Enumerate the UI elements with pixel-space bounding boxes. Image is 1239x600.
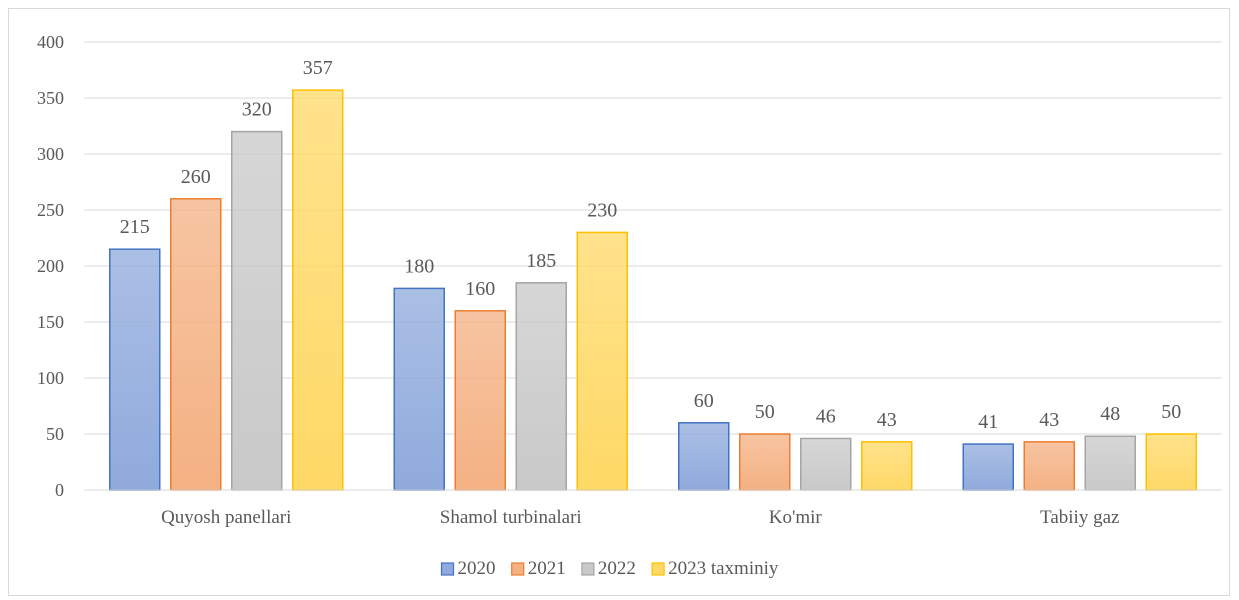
bar [454, 310, 506, 491]
x-tick-label: Tabiiy gaz [1040, 507, 1119, 528]
y-tick-label: 50 [46, 424, 64, 444]
data-label: 160 [465, 278, 495, 300]
data-label: 230 [587, 199, 617, 221]
bar [800, 437, 852, 491]
data-label: 60 [694, 390, 714, 412]
data-labels: 215 260 320 357 180 160 185 230 60 50 46 43 41 43 48 50 [120, 57, 1182, 433]
y-tick-label: 250 [37, 200, 64, 220]
legend-swatch [651, 562, 665, 576]
y-tick-label: 300 [37, 144, 64, 164]
data-label: 41 [978, 411, 998, 433]
y-tick-label: 150 [37, 312, 64, 332]
data-label: 50 [1161, 401, 1181, 423]
legend-swatch [581, 562, 595, 576]
legend-swatch [511, 562, 525, 576]
bar [292, 89, 344, 491]
data-label: 48 [1100, 403, 1120, 425]
bar [1084, 435, 1136, 491]
bar [739, 433, 791, 491]
bars [109, 89, 1197, 491]
y-tick-label: 350 [37, 88, 64, 108]
bar [962, 443, 1014, 491]
legend-label: 2023 taxminiy [668, 558, 779, 579]
x-tick-label: Shamol turbinalari [440, 507, 582, 528]
legend-label: 2021 [528, 558, 566, 579]
legend: 2020 2021 2022 2023 taxminiy [440, 558, 779, 579]
data-label: 320 [242, 99, 272, 121]
x-axis: Quyosh panellari Shamol turbinalari Ko'mir… [84, 489, 1222, 528]
y-tick-label: 200 [37, 256, 64, 276]
x-tick-label: Ko'mir [769, 507, 823, 528]
bar [515, 282, 567, 491]
data-label: 43 [1039, 409, 1059, 431]
data-label: 357 [303, 57, 333, 79]
bar [109, 248, 161, 491]
bar [576, 231, 628, 491]
x-tick-label: Quyosh panellari [161, 507, 291, 528]
y-axis: 0 50 100 150 200 250 300 350 400 [37, 32, 64, 500]
data-label: 215 [120, 216, 150, 238]
chart-frame: 0 50 100 150 200 250 300 350 400 215 260 320 357 180… [8, 8, 1230, 596]
bar [170, 198, 222, 491]
data-label: 185 [526, 250, 556, 272]
bar [393, 287, 445, 491]
data-label: 46 [816, 405, 836, 427]
bar [861, 441, 913, 491]
legend-label: 2022 [598, 558, 636, 579]
data-label: 50 [755, 401, 775, 423]
bar-chart: 0 50 100 150 200 250 300 350 400 215 260 320 357 180… [37, 32, 1222, 579]
legend-label: 2020 [458, 558, 496, 579]
y-tick-label: 400 [37, 32, 64, 52]
bar [1145, 433, 1197, 491]
data-label: 260 [181, 166, 211, 188]
legend-swatch [440, 562, 455, 576]
y-tick-label: 100 [37, 368, 64, 388]
y-tick-label: 0 [55, 480, 64, 500]
bar [231, 130, 283, 491]
data-label: 180 [404, 255, 434, 277]
data-label: 43 [877, 409, 897, 431]
bar [678, 422, 730, 491]
bar [1023, 441, 1075, 491]
